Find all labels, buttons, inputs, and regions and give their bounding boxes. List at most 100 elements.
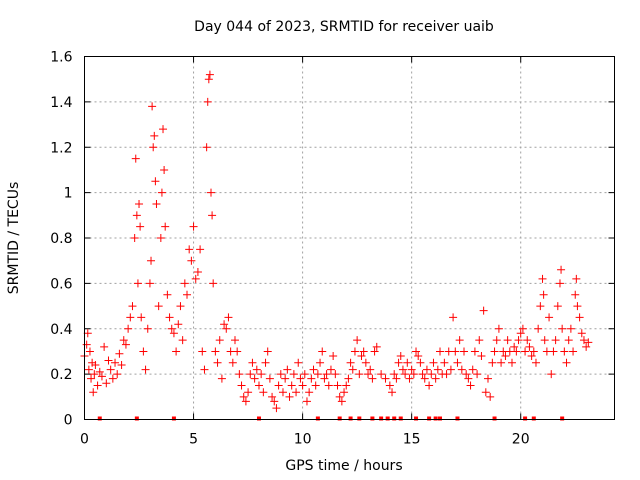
- y-tick-label: 0.8: [50, 231, 72, 247]
- data-point: [475, 336, 484, 345]
- data-point: [250, 374, 259, 383]
- data-point: [298, 381, 307, 390]
- data-point: [111, 358, 120, 367]
- data-point: [150, 131, 159, 140]
- data-point: [584, 338, 593, 347]
- data-point: [276, 370, 285, 379]
- data-point: [527, 351, 536, 360]
- y-tick-label: 1.2: [50, 140, 72, 156]
- zero-marker: [97, 416, 102, 421]
- data-point: [322, 370, 331, 379]
- zero-marker: [398, 416, 403, 421]
- data-point: [364, 370, 373, 379]
- data-point: [401, 370, 410, 379]
- data-point: [403, 358, 412, 367]
- data-point: [551, 336, 560, 345]
- data-point: [228, 358, 237, 367]
- data-point: [191, 274, 200, 283]
- grid: [84, 56, 615, 420]
- data-point: [213, 358, 222, 367]
- data-point: [503, 336, 512, 345]
- data-point: [562, 358, 571, 367]
- data-point: [90, 370, 99, 379]
- data-point: [119, 336, 128, 345]
- data-point: [468, 365, 477, 374]
- data-point: [483, 374, 492, 383]
- data-point: [178, 336, 187, 345]
- data-point: [451, 347, 460, 356]
- data-point: [577, 329, 586, 338]
- x-tick-label: 0: [80, 432, 89, 448]
- data-point: [353, 336, 362, 345]
- data-point: [350, 347, 359, 356]
- data-point: [388, 388, 397, 397]
- y-tick-label: 1.4: [50, 95, 72, 111]
- data-point: [560, 347, 569, 356]
- data-point: [239, 392, 248, 401]
- tick-labels: 0 5 10 15 20 0 0.2 0.4 0.6 0.8 1 1.2 1.4 1.6: [50, 50, 529, 448]
- data-point: [422, 365, 431, 374]
- zero-marker: [385, 416, 390, 421]
- data-point: [357, 351, 366, 360]
- data-point: [462, 370, 471, 379]
- data-point: [396, 351, 405, 360]
- data-point: [470, 347, 479, 356]
- zero-marker: [370, 416, 375, 421]
- data-point: [337, 397, 346, 406]
- data-point: [126, 313, 135, 322]
- data-point: [131, 154, 140, 163]
- data-point: [433, 365, 442, 374]
- data-point: [492, 336, 501, 345]
- data-point: [412, 347, 421, 356]
- data-point: [440, 358, 449, 367]
- data-point: [207, 188, 216, 197]
- data-point: [159, 125, 168, 134]
- zero-marker: [427, 416, 432, 421]
- x-tick-label: 5: [189, 432, 198, 448]
- data-point: [579, 336, 588, 345]
- data-point: [573, 302, 582, 311]
- data-point: [518, 324, 527, 333]
- data-point: [135, 199, 144, 208]
- data-point: [348, 365, 357, 374]
- data-point: [283, 365, 292, 374]
- data-point: [289, 370, 298, 379]
- data-point: [525, 342, 534, 351]
- data-points: [80, 70, 593, 413]
- data-point: [230, 336, 239, 345]
- data-point: [292, 388, 301, 397]
- data-point: [481, 388, 490, 397]
- data-point: [97, 372, 106, 381]
- data-point: [139, 347, 148, 356]
- data-point: [87, 374, 96, 383]
- data-point: [398, 365, 407, 374]
- data-point: [157, 188, 166, 197]
- y-tick-label: 0.6: [50, 276, 72, 292]
- zero-marker: [438, 416, 443, 421]
- data-point: [331, 370, 340, 379]
- data-point: [278, 388, 287, 397]
- data-point: [148, 102, 157, 111]
- data-point: [455, 336, 464, 345]
- data-point: [121, 340, 130, 349]
- zero-marker: [357, 416, 362, 421]
- data-point: [220, 320, 229, 329]
- data-point: [390, 370, 399, 379]
- data-point: [113, 370, 122, 379]
- data-point: [133, 279, 142, 288]
- data-point: [540, 336, 549, 345]
- data-point: [449, 313, 458, 322]
- zero-marker: [348, 416, 353, 421]
- data-point: [342, 381, 351, 390]
- data-point: [497, 358, 506, 367]
- data-point: [313, 370, 322, 379]
- data-point: [185, 245, 194, 254]
- data-point: [149, 143, 158, 152]
- data-point: [270, 397, 279, 406]
- data-point: [285, 392, 294, 401]
- data-point: [466, 381, 475, 390]
- y-tick-label: 0: [64, 413, 73, 429]
- data-point: [329, 351, 338, 360]
- data-point: [510, 342, 519, 351]
- data-point: [84, 365, 93, 374]
